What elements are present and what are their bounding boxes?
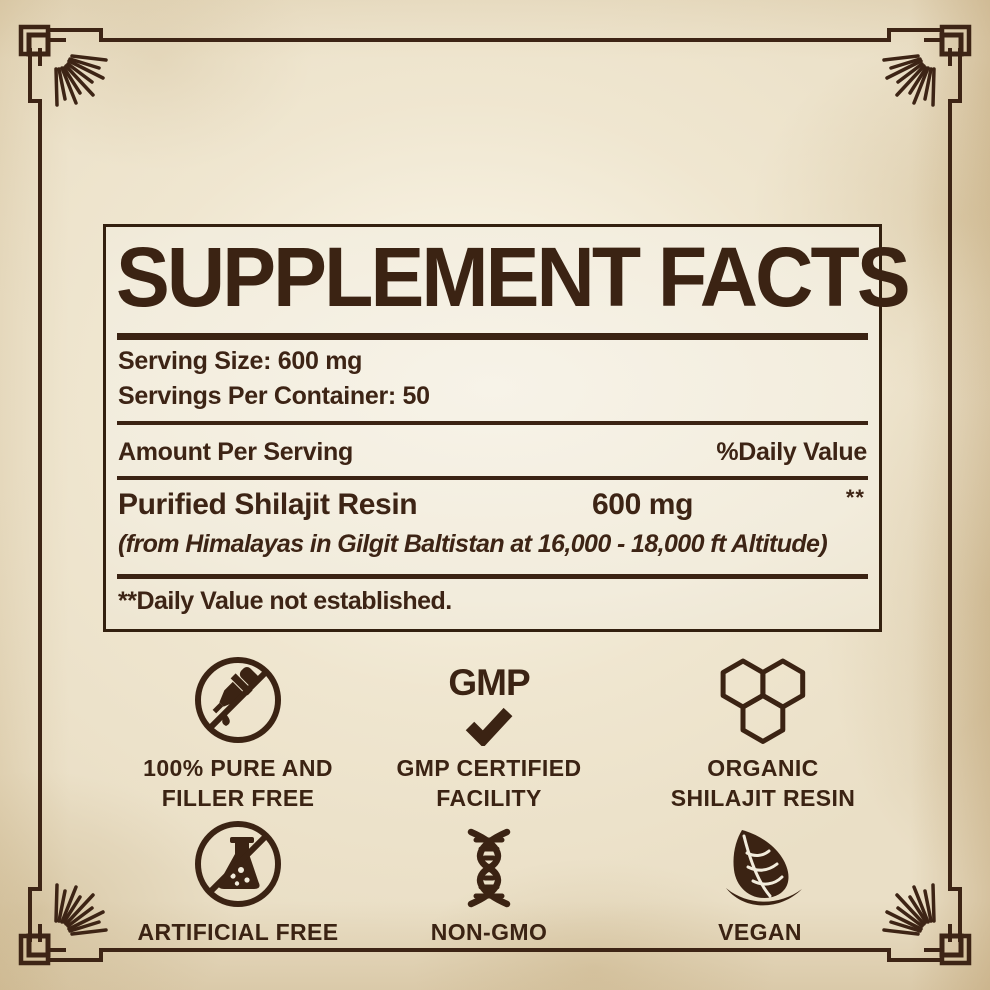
supplement-facts-title: SUPPLEMENT FACTS [116,230,911,324]
frame-bottom-border [48,948,942,962]
daily-value-footnote: **Daily Value not established. [118,587,452,615]
badge-caption-line: GMP CERTIFIED [396,755,582,781]
badge-gmp-certified: GMP GMP CERTIFIED FACILITY [357,650,621,814]
frame-top-border [48,28,942,42]
honeycomb-icon [719,650,807,746]
divider [117,574,868,579]
corner-ornament-bottom-left [21,885,106,963]
badge-caption-line: VEGAN [718,919,802,945]
gmp-check-icon: GMP [448,650,531,746]
badge-pure-filler-free: 100% PURE AND FILLER FREE [106,650,370,814]
badge-vegan: VEGAN [628,818,892,947]
amount-per-serving-header: Amount Per Serving [118,438,353,466]
ingredient-amount: 600 mg [592,488,693,521]
badge-caption: VEGAN [718,917,802,947]
divider [117,421,868,425]
badge-caption: ORGANIC SHILAJIT RESIN [671,753,856,814]
checkmark-icon [465,707,513,746]
badge-caption-line: NON-GMO [430,919,548,945]
badge-organic-shilajit: ORGANIC SHILAJIT RESIN [631,650,895,814]
frame-left-border [28,48,42,942]
badge-caption: GMP CERTIFIED FACILITY [397,753,582,814]
badge-caption-line: ARTIFICIAL FREE [137,919,339,945]
badge-caption: NON-GMO [431,917,548,947]
badge-caption-line: FILLER FREE [161,785,315,812]
badge-caption-line: ORGANIC [707,755,819,781]
ingredient-daily-value: ** [845,485,865,510]
frame-right-border [948,48,962,942]
dna-icon [457,818,521,910]
badge-caption: ARTIFICIAL FREE [137,917,338,947]
badge-artificial-free: ARTIFICIAL FREE [106,818,370,947]
corner-ornament-bottom-right [884,885,969,963]
ingredient-source-note: (from Himalayas in Gilgit Baltistan at 1… [118,530,828,558]
leaf-icon [712,818,808,910]
badge-caption-line: SHILAJIT RESIN [670,785,856,812]
thick-divider [117,333,868,340]
ingredient-name: Purified Shilajit Resin [118,488,418,521]
serving-size-text: Serving Size: 600 mg [118,347,363,375]
supplement-facts-panel: SUPPLEMENT FACTS Serving Size: 600 mg Se… [103,224,911,632]
no-dropper-icon [192,650,284,746]
corner-ornament-top-left [21,27,106,105]
daily-value-header: %Daily Value [716,438,867,466]
badge-non-gmo: NON-GMO [357,818,621,947]
gmp-logo-text: GMP [448,662,530,703]
divider [117,476,868,480]
badge-caption-line: FACILITY [436,785,542,812]
badge-caption-line: 100% PURE AND [143,755,333,781]
badge-caption: 100% PURE AND FILLER FREE [143,753,333,814]
corner-ornament-top-right [884,27,969,105]
no-flask-icon [192,818,284,910]
servings-per-container-text: Servings Per Container: 50 [118,382,430,410]
